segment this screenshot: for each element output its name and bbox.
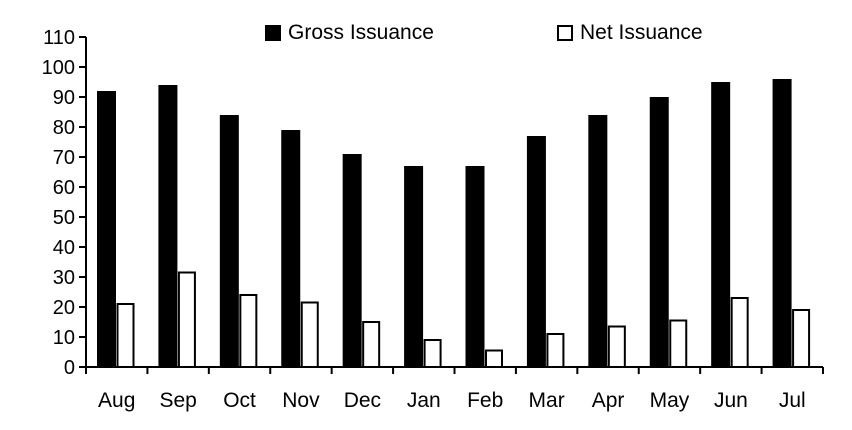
x-axis-label-jan: Jan <box>407 389 441 412</box>
y-axis-tick-label: 50 <box>53 207 75 229</box>
y-axis-tick-label: 70 <box>53 147 75 169</box>
x-axis-label-mar: Mar <box>529 389 565 412</box>
y-axis-tick-label: 80 <box>53 117 75 139</box>
y-axis-tick-label: 10 <box>53 327 75 349</box>
x-axis-label-sep: Sep <box>159 389 196 412</box>
bar-net-jun <box>730 297 749 368</box>
x-axis-label-feb: Feb <box>467 389 503 412</box>
y-axis-tick-label: 90 <box>53 87 75 109</box>
gross-issuance-swatch-icon <box>265 24 281 41</box>
bar-gross-nov <box>281 130 301 367</box>
bar-net-nov <box>300 301 319 368</box>
y-axis-tick-label: 30 <box>53 267 75 289</box>
bar-gross-sep <box>158 85 178 367</box>
y-axis-tick-label: 110 <box>43 27 75 49</box>
legend-label-gross-issuance: Gross Issuance <box>288 21 434 44</box>
y-axis-tick-label: 0 <box>64 357 75 379</box>
x-axis-label-jun: Jun <box>714 389 748 412</box>
bar-net-mar <box>546 333 565 368</box>
x-axis-label-apr: Apr <box>592 389 625 412</box>
bar-net-sep <box>177 271 196 368</box>
bar-gross-jul <box>772 79 792 367</box>
bar-gross-oct <box>219 115 239 367</box>
bar-gross-apr <box>588 115 608 367</box>
bar-gross-jan <box>404 166 424 367</box>
x-axis-label-may: May <box>650 389 690 412</box>
x-axis-label-nov: Nov <box>282 389 320 412</box>
bar-gross-dec <box>342 154 362 367</box>
x-axis-label-jul: Jul <box>779 389 806 412</box>
bar-gross-jun <box>711 82 731 367</box>
y-axis-tick-label: 60 <box>53 177 75 199</box>
bar-net-may <box>669 319 688 368</box>
y-axis-tick-label: 100 <box>42 57 75 79</box>
bar-net-jul <box>792 309 811 368</box>
bar-net-dec <box>362 321 381 368</box>
bar-gross-aug <box>97 91 116 367</box>
bar-gross-mar <box>526 136 546 367</box>
y-axis-tick-label: 20 <box>53 297 75 319</box>
x-axis-label-aug: Aug <box>98 389 135 412</box>
net-issuance-swatch-icon <box>557 24 573 41</box>
x-axis-label-oct: Oct <box>223 389 256 412</box>
bar-net-aug <box>116 303 135 368</box>
bar-net-oct <box>239 294 258 368</box>
legend-label-net-issuance: Net Issuance <box>580 21 703 44</box>
x-axis-label-dec: Dec <box>344 389 381 412</box>
legend-item-gross-issuance: Gross Issuance <box>265 22 434 43</box>
bar-gross-feb <box>465 166 485 367</box>
bar-net-apr <box>607 325 626 368</box>
bar-gross-may <box>649 97 669 367</box>
y-axis-tick-label: 40 <box>53 237 75 259</box>
bar-net-jan <box>423 339 442 368</box>
bar-net-feb <box>485 349 503 368</box>
legend-item-net-issuance: Net Issuance <box>557 22 703 43</box>
